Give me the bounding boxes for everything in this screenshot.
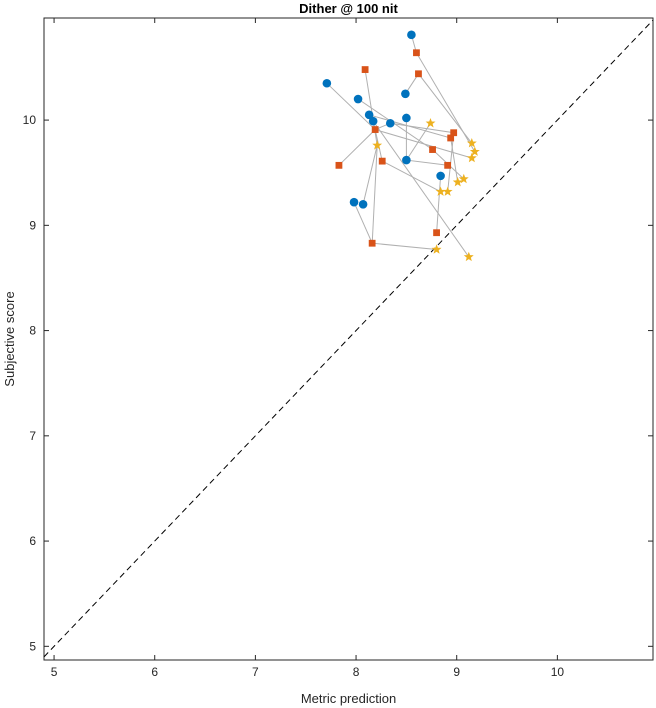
- data-point-circle: [322, 78, 332, 88]
- data-point-circle: [358, 199, 368, 209]
- connector-line: [436, 175, 442, 233]
- data-point-circle: [353, 94, 363, 104]
- connector-line: [362, 145, 378, 205]
- connector-line: [364, 69, 437, 250]
- data-point-circle: [368, 116, 378, 126]
- x-tick-label: 9: [453, 665, 460, 679]
- x-tick-label: 10: [551, 665, 565, 679]
- data-point-star: [442, 186, 453, 196]
- y-axis-label: Subjective score: [2, 291, 17, 386]
- data-point-circle: [349, 197, 359, 207]
- chart-title: Dither @ 100 nit: [299, 1, 398, 16]
- data-point-square: [368, 239, 376, 247]
- data-point-star: [458, 173, 469, 184]
- data-point-star: [466, 138, 477, 148]
- data-point-square: [444, 161, 452, 169]
- data-markers: [322, 30, 480, 262]
- data-point-star: [425, 118, 436, 128]
- connector-line: [353, 201, 373, 244]
- data-point-square: [433, 229, 440, 237]
- data-point-square: [413, 49, 420, 57]
- data-point-circle: [402, 113, 411, 123]
- connector-line: [405, 122, 431, 161]
- data-point-star: [463, 251, 474, 262]
- y-tick-label: 8: [29, 324, 36, 338]
- x-axis-ticks: 5 6 7 8 9 10: [51, 18, 565, 679]
- data-point-square: [450, 129, 458, 137]
- plot-area: [43, 17, 654, 661]
- data-point-square: [447, 134, 455, 142]
- y-tick-label: 5: [29, 639, 36, 653]
- x-tick-label: 7: [252, 665, 259, 679]
- data-point-star: [431, 244, 442, 254]
- y-axis-ticks: 5 6 7 8 9 10: [23, 113, 653, 653]
- data-point-square: [415, 70, 422, 78]
- data-point-circle: [402, 155, 411, 165]
- data-point-square: [371, 126, 379, 133]
- y-tick-label: 7: [29, 429, 36, 443]
- data-point-star: [466, 152, 477, 163]
- y-tick-label: 10: [23, 113, 37, 127]
- data-point-circle: [401, 89, 410, 99]
- connector-line: [372, 120, 470, 258]
- y-tick-label: 6: [29, 534, 36, 548]
- data-point-star: [435, 186, 446, 196]
- data-point-star: [372, 140, 383, 150]
- data-point-square: [378, 157, 386, 165]
- x-tick-label: 8: [353, 665, 360, 679]
- data-point-star: [452, 177, 463, 187]
- data-point-square: [335, 161, 343, 169]
- data-point-circle: [385, 118, 395, 128]
- data-point-star: [469, 146, 480, 156]
- data-point-circle: [407, 30, 416, 40]
- data-point-square: [429, 146, 436, 153]
- x-axis-label: Metric prediction: [301, 691, 396, 706]
- y-tick-label: 9: [29, 218, 36, 232]
- identity-reference-line: [43, 19, 654, 658]
- x-tick-label: 5: [51, 665, 58, 679]
- data-point-circle: [364, 110, 374, 120]
- data-point-circle: [436, 171, 445, 181]
- x-tick-label: 6: [151, 665, 158, 679]
- data-point-square: [361, 66, 369, 73]
